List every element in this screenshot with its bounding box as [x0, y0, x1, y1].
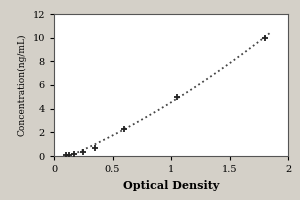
X-axis label: Optical Density: Optical Density	[123, 180, 219, 191]
Y-axis label: Concentration(ng/mL): Concentration(ng/mL)	[18, 34, 27, 136]
